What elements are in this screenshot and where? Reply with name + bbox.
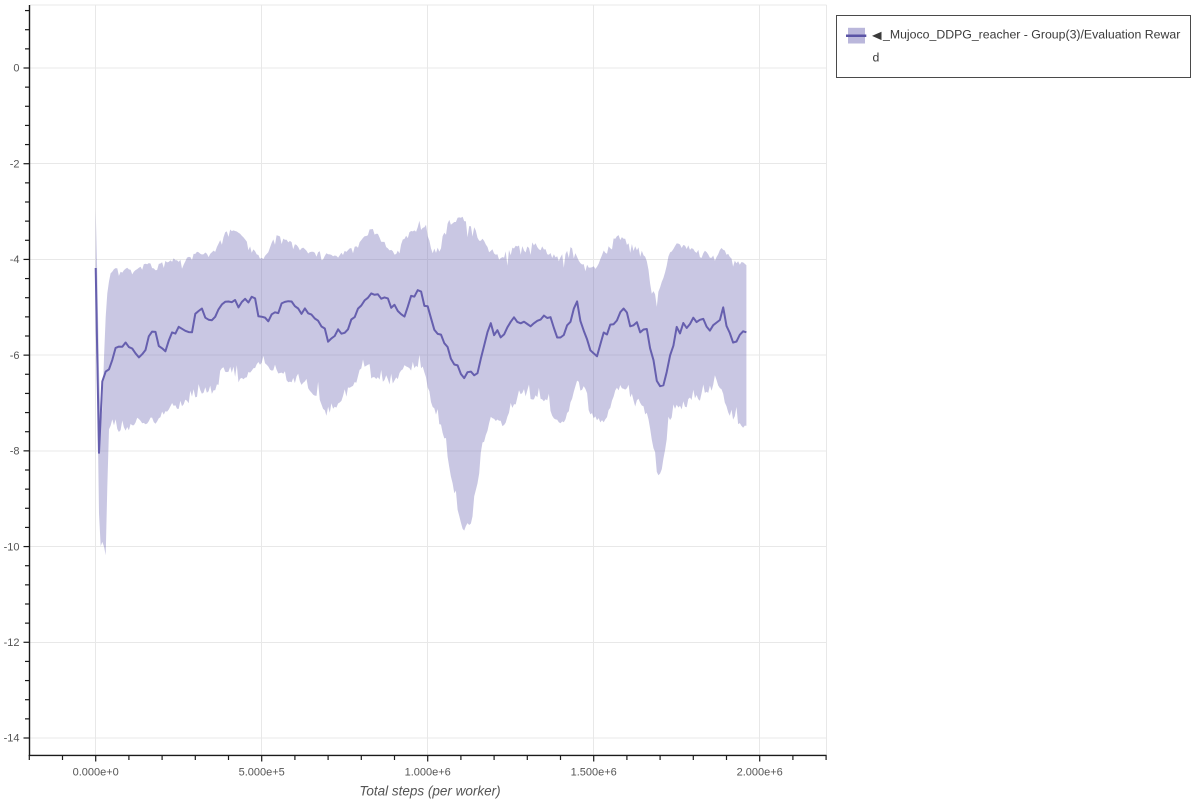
svg-text:-6: -6 [10,350,20,362]
svg-text:-10: -10 [4,541,20,553]
svg-text:-12: -12 [4,637,20,649]
svg-text:-4: -4 [10,254,20,266]
svg-text:0.000e+0: 0.000e+0 [73,767,119,779]
svg-text:Total steps (per worker): Total steps (per worker) [359,784,500,799]
svg-text:0: 0 [13,63,19,75]
svg-text:1.000e+6: 1.000e+6 [405,767,451,779]
svg-text:d: d [873,51,880,65]
svg-text:5.000e+5: 5.000e+5 [239,767,285,779]
svg-text:-2: -2 [10,158,20,170]
svg-text:-8: -8 [10,446,20,458]
svg-text:2.000e+6: 2.000e+6 [737,767,783,779]
svg-text:1.500e+6: 1.500e+6 [571,767,617,779]
svg-text:-14: -14 [4,733,20,745]
svg-text:_Mujoco_DDPG_reacher - Group(3: _Mujoco_DDPG_reacher - Group(3)/Evaluati… [882,28,1180,42]
